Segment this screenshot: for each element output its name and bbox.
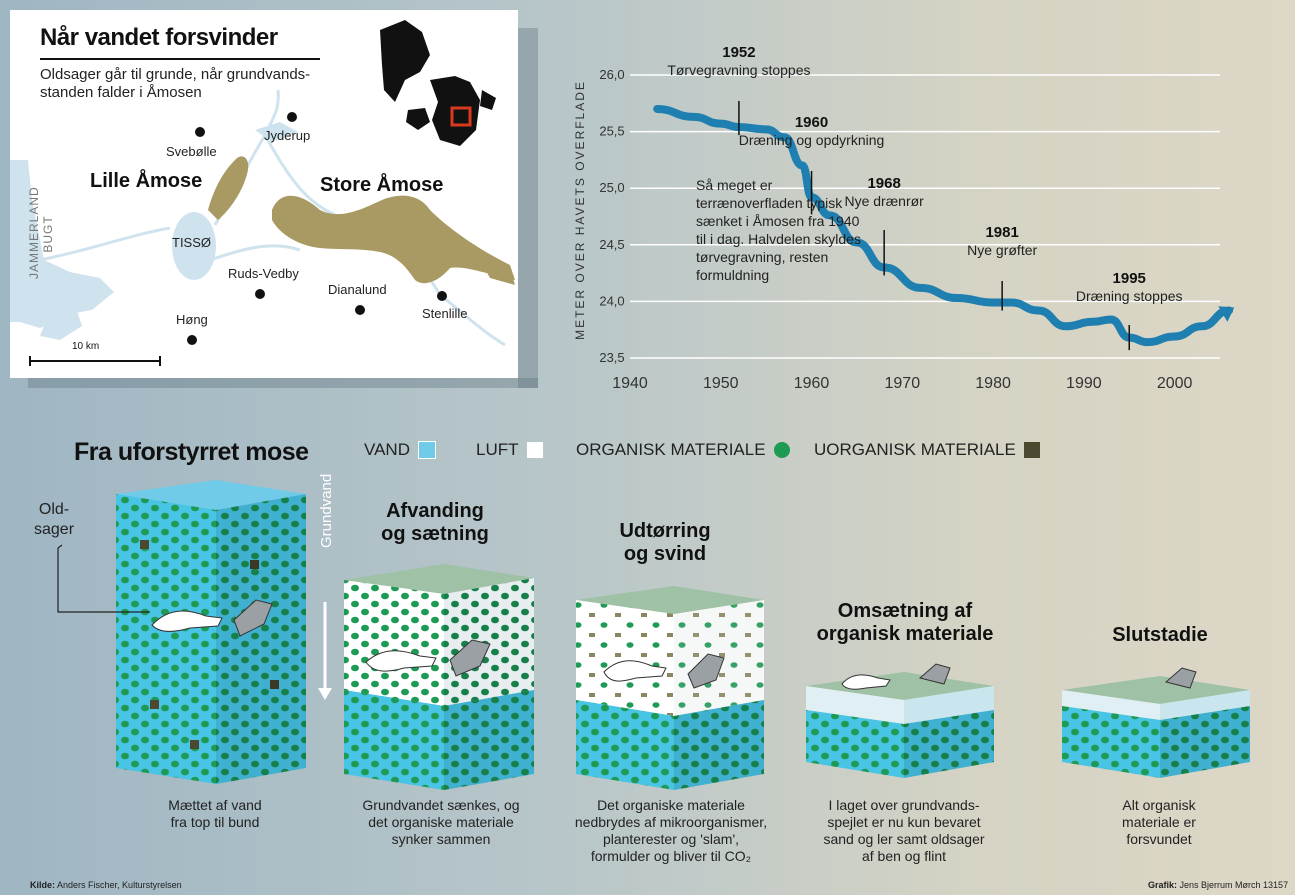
chart-note: Så meget er terrænoverfladen typisk sænk… xyxy=(696,177,861,283)
y-tick-label: 26,0 xyxy=(599,67,624,82)
series-line-path xyxy=(653,104,1234,347)
x-tick-label: 1950 xyxy=(703,375,739,392)
stage-5-caption: Alt organisk materiale er forsvundet xyxy=(1122,797,1196,847)
map-drawing xyxy=(10,20,515,366)
groundwater-label: Grundvand xyxy=(318,473,335,548)
water-level-chart: 26,0 25,5 25,0 24,5 24,0 23,5 1940 1950 1960 197… xyxy=(573,44,1235,392)
organic-swatch xyxy=(773,442,790,458)
annotation-year: 1960 xyxy=(795,114,828,131)
place-dianalund: Dianalund xyxy=(328,282,387,297)
stage-2-caption: Grundvandet sænkes, og det organiske mat… xyxy=(362,797,520,847)
stage-3-title: Udtørring og svind xyxy=(619,520,711,565)
annotation-year: 1981 xyxy=(985,224,1018,241)
place-hong: Høng xyxy=(176,312,208,327)
block-stage-3 xyxy=(576,586,764,790)
map-shadow xyxy=(518,28,538,388)
map-panel: Når vandet forsvinder Oldsager går til g… xyxy=(10,10,518,378)
stage-4-title: Omsætning af organisk materiale xyxy=(816,600,994,645)
bog-store-aamose xyxy=(272,195,515,284)
river xyxy=(439,293,506,347)
source-credit: Kilde: Anders Fischer, Kulturstyrelsen xyxy=(30,880,182,890)
oldsager-label: Old- sager xyxy=(34,501,75,538)
annotation-text: Dræning og opdyrkning xyxy=(739,132,885,148)
block-stage-1 xyxy=(116,480,306,784)
series-line xyxy=(653,104,1235,347)
lake-label: TISSØ xyxy=(172,235,212,250)
town-dot xyxy=(287,112,297,122)
town-dot xyxy=(255,289,265,299)
bay-label: JAMMERLAND BUGT xyxy=(27,186,55,279)
sea-shape xyxy=(10,160,114,328)
place-stenlille: Stenlille xyxy=(422,306,468,321)
lake-tisso xyxy=(172,212,216,280)
x-axis-ticks: 1940 1950 1960 1970 1980 1990 2000 xyxy=(612,375,1192,392)
annotation-text: Tørvegravning stoppes xyxy=(667,62,810,78)
oldsager-leader xyxy=(57,544,150,613)
y-axis-label: METER OVER HAVETS OVERFLADE xyxy=(573,80,587,340)
place-jyderup: Jyderup xyxy=(264,128,311,143)
annotation-year: 1968 xyxy=(867,175,900,192)
stage-4-caption: I laget over grundvands- spejlet er nu k… xyxy=(823,797,985,864)
annotation-text: Nye drænrør xyxy=(844,193,924,209)
region-store-aamose: Store Åmose xyxy=(320,174,444,196)
chart-grid xyxy=(630,74,1220,359)
sea-shape xyxy=(40,308,82,340)
x-tick-label: 1990 xyxy=(1066,375,1102,392)
denmark-inset xyxy=(380,20,496,146)
block-stage-2 xyxy=(344,564,534,790)
x-tick-label: 1960 xyxy=(794,375,830,392)
annotation-text: Nye grøfter xyxy=(967,242,1037,258)
town-dot xyxy=(187,335,197,345)
river xyxy=(209,244,301,262)
map-shadow xyxy=(28,378,538,388)
graphic-credit: Grafik: Jens Bjerrum Mørch 13157 xyxy=(1148,880,1289,890)
block-stage-4 xyxy=(806,663,994,778)
annotation-text: Dræning stoppes xyxy=(1076,288,1183,304)
stage-2-title: Afvanding og sætning xyxy=(381,500,489,545)
inorganic-swatch xyxy=(1023,442,1040,458)
river xyxy=(39,226,171,262)
y-tick-label: 24,0 xyxy=(599,293,624,308)
bog-store-aamose xyxy=(480,260,515,285)
town-dot xyxy=(195,127,205,137)
scale-label: 10 km xyxy=(72,341,100,352)
x-tick-label: 1980 xyxy=(975,375,1011,392)
y-tick-label: 25,0 xyxy=(599,180,624,195)
section-title: Fra uforstyrret mose xyxy=(74,438,309,466)
y-tick-label: 25,5 xyxy=(599,124,624,139)
stage-5-title: Slutstadie xyxy=(1112,624,1208,646)
place-ruds-vedby: Ruds-Vedby xyxy=(228,266,299,281)
stage-1-caption: Mættet af vand fra top til bund xyxy=(168,797,262,830)
region-lille-aamose: Lille Åmose xyxy=(90,170,203,192)
title-rule xyxy=(40,58,320,60)
y-axis-ticks: 26,0 25,5 25,0 24,5 24,0 23,5 xyxy=(599,67,624,365)
map-title: Når vandet forsvinder xyxy=(40,24,278,51)
water-swatch xyxy=(417,441,436,459)
block-stage-5 xyxy=(1062,667,1250,778)
annotation-year: 1995 xyxy=(1113,270,1146,287)
y-tick-label: 23,5 xyxy=(599,350,624,365)
air-swatch xyxy=(526,442,543,458)
y-tick-label: 24,5 xyxy=(599,237,624,252)
x-tick-label: 1940 xyxy=(612,375,648,392)
series-arrowhead xyxy=(1218,306,1235,322)
legend-uorganisk: UORGANISK MATERIALE xyxy=(814,440,1040,460)
legend-vand: VAND xyxy=(364,440,436,460)
town-dot xyxy=(355,305,365,315)
stage-3-caption: Det organiske materiale nedbrydes af mik… xyxy=(574,797,768,864)
annotation-year: 1952 xyxy=(722,44,755,61)
x-tick-label: 1970 xyxy=(885,375,921,392)
bog-lille-aamose xyxy=(208,156,249,220)
map-subtitle: Oldsager går til grunde, når grundvands-… xyxy=(40,66,311,101)
place-svebolle: Svebølle xyxy=(166,144,217,159)
legend-organisk: ORGANISK MATERIALE xyxy=(576,440,790,460)
legend-luft: LUFT xyxy=(476,440,543,460)
town-dot xyxy=(437,291,447,301)
x-tick-label: 2000 xyxy=(1157,375,1193,392)
lake-jyderup xyxy=(255,122,298,142)
